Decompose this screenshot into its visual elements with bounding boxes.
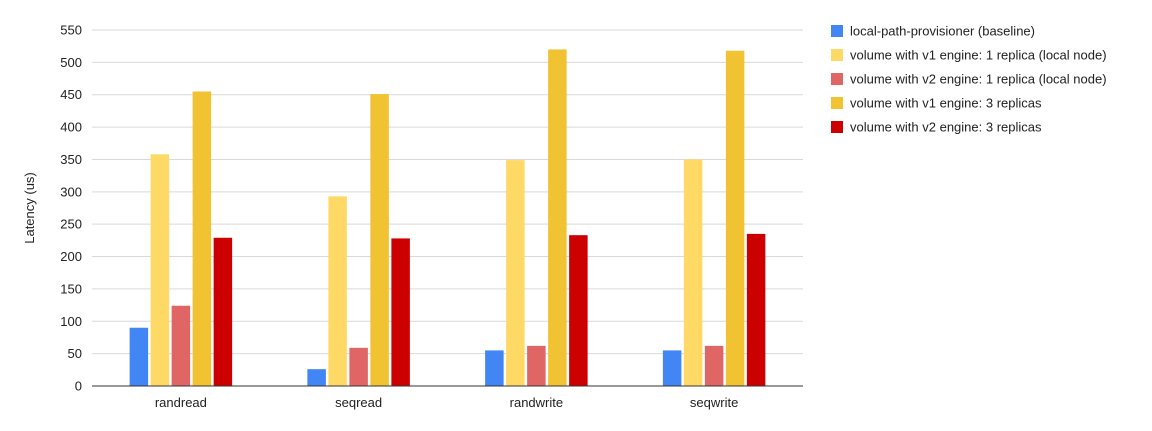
legend-swatch <box>831 121 843 133</box>
y-tick-label: 200 <box>60 249 82 264</box>
bar-randwrite-series-3 <box>527 345 546 386</box>
x-tick-label: randwrite <box>510 395 563 410</box>
bar-seqread-series-2 <box>328 196 347 386</box>
bar-seqread-series-5 <box>391 238 410 386</box>
legend-swatch <box>831 73 843 85</box>
legend-swatch <box>831 49 843 61</box>
y-tick-labels: 0 50 100 150 200 250 300 350 400 450 500 550 <box>60 23 82 394</box>
x-tick-label: randread <box>155 395 207 410</box>
y-tick-label: 0 <box>75 379 82 394</box>
bar-seqread-series-3 <box>349 347 368 386</box>
y-tick-label: 400 <box>60 120 82 135</box>
x-tick-label: seqread <box>335 395 382 410</box>
y-tick-label: 550 <box>60 23 82 38</box>
legend-label: local-path-provisioner (baseline) <box>850 24 1035 39</box>
legend: local-path-provisioner (baseline) volume … <box>831 24 1107 135</box>
y-tick-label: 300 <box>60 184 82 199</box>
bar-randwrite-series-1 <box>485 350 504 386</box>
y-tick-label: 250 <box>60 217 82 232</box>
y-tick-label: 50 <box>68 346 82 361</box>
x-tick-labels: randread seqread randwrite seqwrite <box>155 395 738 410</box>
bar-seqwrite-series-4 <box>725 50 745 386</box>
bar-randwrite-series-5 <box>569 235 588 386</box>
legend-swatch <box>831 97 843 109</box>
legend-label: volume with v2 engine: 1 replica (local … <box>850 72 1107 87</box>
bar-randread-series-5 <box>213 237 233 386</box>
y-tick-label: 450 <box>60 87 82 102</box>
bar-randwrite-series-2 <box>506 160 525 386</box>
bar-seqread-series-4 <box>370 94 389 386</box>
legend-label: volume with v2 engine: 3 replicas <box>850 120 1042 135</box>
bar-seqwrite-series-1 <box>662 350 682 386</box>
bars <box>129 49 766 386</box>
bar-seqwrite-series-2 <box>683 159 703 386</box>
y-axis-title: Latency (us) <box>22 172 37 244</box>
bar-randread-series-3 <box>171 305 191 386</box>
bar-randwrite-series-4 <box>548 49 567 386</box>
x-tick-label: seqwrite <box>690 395 738 410</box>
y-tick-label: 350 <box>60 152 82 167</box>
bar-randread-series-4 <box>192 91 212 386</box>
bar-seqwrite-series-5 <box>746 233 766 386</box>
y-tick-label: 150 <box>60 281 82 296</box>
legend-label: volume with v1 engine: 1 replica (local … <box>850 48 1107 63</box>
legend-label: volume with v1 engine: 3 replicas <box>850 96 1042 111</box>
bar-randread-series-1 <box>129 327 149 386</box>
bar-seqread-series-1 <box>307 369 326 386</box>
legend-swatch <box>831 25 843 37</box>
bar-seqwrite-series-3 <box>704 345 724 386</box>
y-tick-label: 100 <box>60 314 82 329</box>
y-tick-label: 500 <box>60 55 82 70</box>
bar-randread-series-2 <box>150 154 170 386</box>
